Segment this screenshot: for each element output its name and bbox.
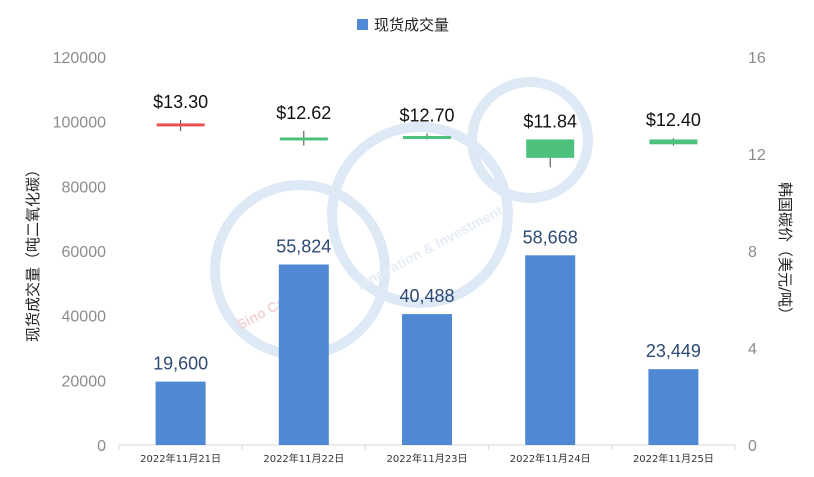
price-candle-body (403, 136, 451, 140)
y-axis-left-title: 现货成交量（吨二氧化碳） (24, 162, 42, 342)
price-candle-body (649, 139, 698, 145)
volume-bar-label: 55,824 (276, 237, 331, 257)
y-right-tick-label: 0 (748, 438, 757, 455)
price-series (156, 120, 698, 168)
chart-legend: 现货成交量 (357, 16, 449, 34)
y-left-tick-label: 100000 (53, 115, 106, 132)
y-axis-right-title: 韩国碳价（美元/吨） (776, 182, 794, 322)
x-axis: 2022年11月21日 2022年11月22日 2022年11月23日 2022年11… (118, 445, 736, 465)
price-label: $12.70 (399, 105, 454, 125)
legend-label: 现货成交量 (374, 16, 449, 34)
x-tick-label: 2022年11月21日 (140, 452, 221, 465)
volume-bar (155, 381, 206, 445)
x-tick-label: 2022年11月23日 (387, 452, 468, 465)
x-tick-label: 2022年11月22日 (263, 452, 344, 465)
volume-bar (278, 264, 329, 445)
volume-bar (402, 314, 452, 445)
volume-bar-label: 58,668 (523, 227, 578, 247)
price-candle-body (279, 137, 328, 141)
x-tick-label: 2022年11月24日 (510, 452, 591, 465)
y-right-tick-label: 4 (748, 341, 757, 358)
bar-series (155, 255, 699, 445)
y-axis-left: 0 20000 40000 60000 80000 100000 120000 (53, 50, 106, 455)
price-label: $12.62 (276, 103, 331, 123)
y-left-tick-label: 120000 (53, 50, 106, 67)
y-left-tick-label: 20000 (62, 373, 107, 390)
bar-data-labels: 19,600 55,824 40,488 58,668 23,449 (153, 227, 701, 373)
x-tick-label: 2022年11月25日 (633, 452, 714, 465)
volume-bar-label: 19,600 (153, 354, 208, 374)
y-left-tick-label: 80000 (62, 179, 107, 196)
volume-bar-label: 40,488 (399, 286, 454, 306)
y-right-tick-label: 8 (748, 244, 757, 261)
price-label: $11.84 (523, 111, 577, 131)
price-label: $13.30 (153, 92, 208, 112)
price-candle-body (156, 123, 205, 127)
legend-swatch (357, 19, 368, 30)
price-data-labels: $13.30 $12.62 $12.70 $11.84 $12.40 (153, 92, 701, 131)
y-right-tick-label: 12 (748, 147, 766, 164)
price-label: $12.40 (646, 110, 701, 130)
volume-bar (648, 369, 699, 445)
y-left-tick-label: 60000 (62, 244, 107, 261)
volume-bar (525, 255, 576, 445)
price-candle-body (526, 139, 575, 158)
y-left-tick-label: 40000 (62, 309, 107, 326)
y-right-tick-label: 16 (748, 50, 766, 67)
volume-bar-label: 23,449 (646, 341, 701, 361)
y-axis-right: 0 4 8 12 16 (748, 50, 766, 455)
y-left-tick-label: 0 (97, 438, 106, 455)
